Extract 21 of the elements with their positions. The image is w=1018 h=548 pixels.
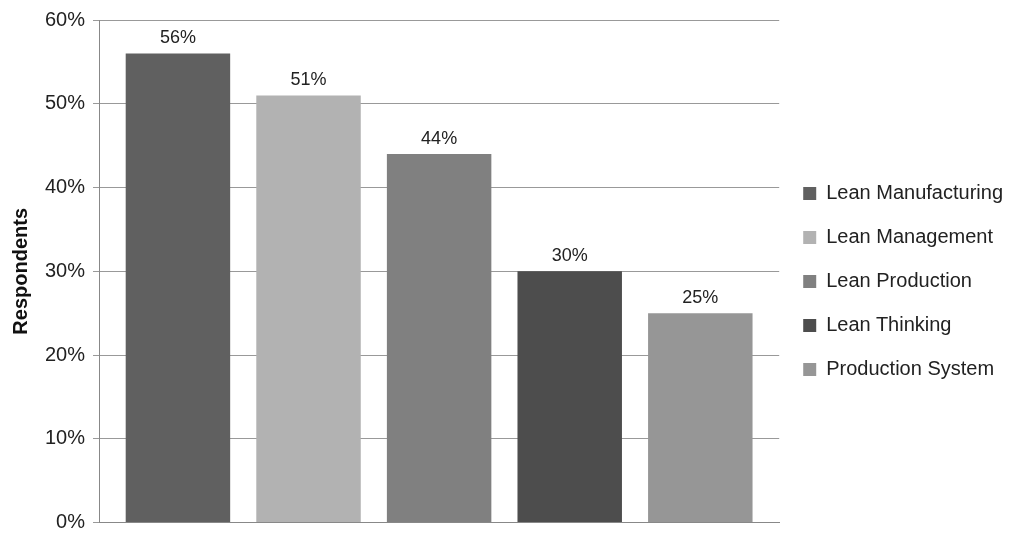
data-label: 30% xyxy=(551,245,588,266)
y-axis-title: Respondents xyxy=(8,207,31,335)
y-tick-label: 30% xyxy=(45,258,86,281)
legend-label: Lean Manufacturing xyxy=(826,181,1004,204)
legend-label: Lean Thinking xyxy=(826,313,952,336)
data-label: 51% xyxy=(290,69,327,90)
y-tick-label: 40% xyxy=(45,175,86,198)
data-label: 44% xyxy=(421,128,458,148)
bar xyxy=(256,95,361,523)
y-tick-label: 20% xyxy=(45,342,86,365)
y-tick-label: 10% xyxy=(45,426,86,449)
legend-label: Lean Production xyxy=(826,269,972,292)
y-tick-label: 60% xyxy=(45,7,86,30)
legend-label: Production System xyxy=(826,357,995,380)
data-label: 56% xyxy=(159,27,196,48)
bar xyxy=(517,271,622,523)
y-tick-label: 0% xyxy=(56,510,86,533)
y-tick-label: 50% xyxy=(45,91,86,114)
legend-label: Lean Management xyxy=(826,225,994,248)
bar xyxy=(125,53,231,523)
data-label: 25% xyxy=(682,287,719,308)
